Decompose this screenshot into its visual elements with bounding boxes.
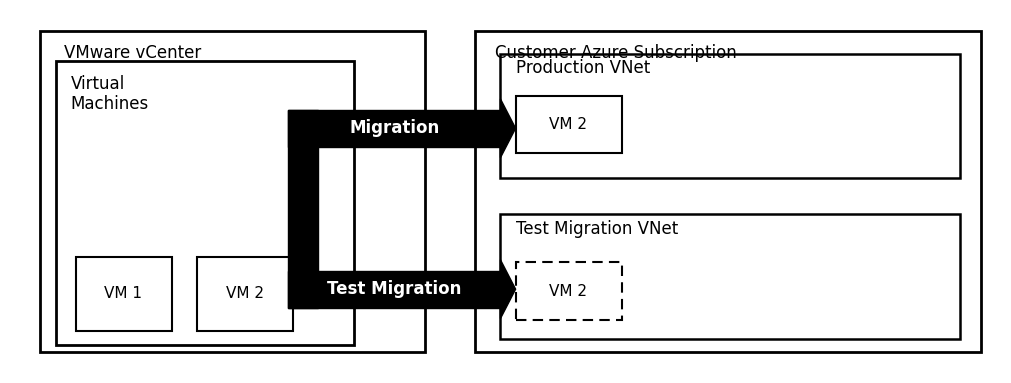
FancyBboxPatch shape (500, 214, 960, 339)
FancyBboxPatch shape (76, 257, 172, 331)
FancyBboxPatch shape (516, 96, 622, 153)
FancyBboxPatch shape (500, 54, 960, 178)
Text: Test Migration VNet: Test Migration VNet (516, 220, 677, 238)
Text: VM 2: VM 2 (549, 117, 587, 132)
Bar (288, 110, 500, 147)
Text: Production VNet: Production VNet (516, 59, 650, 77)
FancyBboxPatch shape (516, 262, 622, 320)
FancyBboxPatch shape (475, 31, 981, 352)
Polygon shape (500, 99, 516, 158)
Text: Migration: Migration (349, 119, 440, 137)
Polygon shape (500, 260, 516, 319)
Text: Virtual
Machines: Virtual Machines (71, 75, 149, 113)
FancyBboxPatch shape (56, 61, 354, 345)
Bar (288, 271, 500, 308)
Text: VM 2: VM 2 (225, 286, 264, 301)
FancyBboxPatch shape (197, 257, 293, 331)
Bar (288, 110, 318, 308)
FancyBboxPatch shape (40, 31, 425, 352)
Text: VMware vCenter: VMware vCenter (64, 44, 201, 62)
Text: Customer Azure Subscription: Customer Azure Subscription (495, 44, 737, 62)
Text: VM 1: VM 1 (104, 286, 143, 301)
Text: Test Migration: Test Migration (328, 280, 461, 298)
Text: VM 2: VM 2 (549, 283, 587, 299)
